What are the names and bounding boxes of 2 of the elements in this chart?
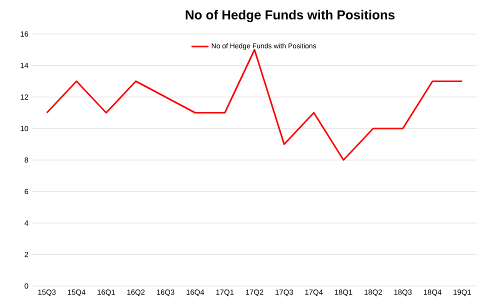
chart-title: No of Hedge Funds with Positions — [186, 10, 395, 22]
line-series — [46, 48, 463, 161]
